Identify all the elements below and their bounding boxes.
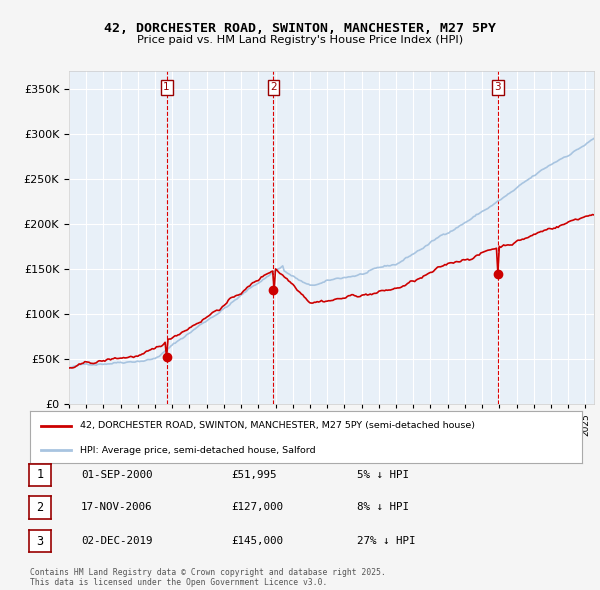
Text: 02-DEC-2019: 02-DEC-2019 — [81, 536, 152, 546]
Text: £51,995: £51,995 — [231, 470, 277, 480]
Text: 1: 1 — [163, 83, 170, 93]
Text: 01-SEP-2000: 01-SEP-2000 — [81, 470, 152, 480]
Text: Contains HM Land Registry data © Crown copyright and database right 2025.
This d: Contains HM Land Registry data © Crown c… — [30, 568, 386, 587]
Text: 3: 3 — [494, 83, 501, 93]
Text: £145,000: £145,000 — [231, 536, 283, 546]
Text: £127,000: £127,000 — [231, 503, 283, 512]
Text: 3: 3 — [37, 535, 43, 548]
Text: 42, DORCHESTER ROAD, SWINTON, MANCHESTER, M27 5PY (semi-detached house): 42, DORCHESTER ROAD, SWINTON, MANCHESTER… — [80, 421, 475, 430]
Text: 17-NOV-2006: 17-NOV-2006 — [81, 503, 152, 512]
Text: 27% ↓ HPI: 27% ↓ HPI — [357, 536, 415, 546]
Text: HPI: Average price, semi-detached house, Salford: HPI: Average price, semi-detached house,… — [80, 445, 316, 455]
Text: 2: 2 — [37, 501, 43, 514]
Text: 1: 1 — [37, 468, 43, 481]
Text: 5% ↓ HPI: 5% ↓ HPI — [357, 470, 409, 480]
Text: 2: 2 — [270, 83, 277, 93]
Text: Price paid vs. HM Land Registry's House Price Index (HPI): Price paid vs. HM Land Registry's House … — [137, 35, 463, 45]
Text: 42, DORCHESTER ROAD, SWINTON, MANCHESTER, M27 5PY: 42, DORCHESTER ROAD, SWINTON, MANCHESTER… — [104, 22, 496, 35]
Text: 8% ↓ HPI: 8% ↓ HPI — [357, 503, 409, 512]
